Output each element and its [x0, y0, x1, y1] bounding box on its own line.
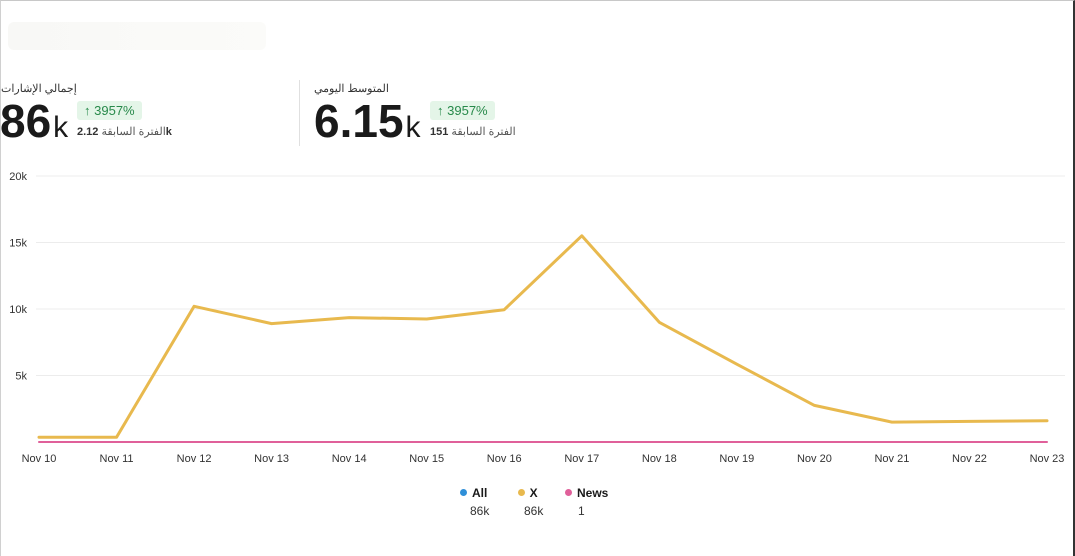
x-tick-label: Nov 20	[797, 453, 832, 465]
change-badge: ↑ 3957%	[430, 101, 495, 120]
x-tick-label: Nov 13	[254, 453, 289, 465]
x-tick-label: Nov 14	[332, 453, 367, 465]
arrow-up-icon: ↑	[437, 103, 444, 118]
x-tick-label: Nov 16	[487, 453, 522, 465]
x-tick-label: Nov 10	[22, 453, 57, 465]
legend-count: 86k	[470, 504, 490, 518]
legend-item-x[interactable]: X 86k	[512, 486, 543, 518]
legend-count: 1	[578, 504, 585, 518]
dot-icon	[517, 489, 525, 496]
legend-item-news[interactable]: News 1	[565, 486, 608, 518]
mentions-line-chart: 20k 15k 10k 5k Nov 10 Nov 11 Nov 12 Nov 13 Nov 1…	[9, 171, 1065, 465]
x-tick-label: Nov 11	[100, 453, 134, 465]
stats-divider	[299, 80, 300, 146]
x-tick-label: Nov 15	[409, 453, 444, 465]
stat-value: 6.15k	[314, 95, 421, 147]
x-tick-label: Nov 22	[952, 453, 987, 465]
y-tick-label: 20k	[9, 171, 27, 183]
change-badge: ↑ 3957%	[77, 101, 142, 120]
blurred-header	[8, 22, 266, 50]
series-line-x	[37, 234, 1049, 439]
x-tick-label: Nov 12	[177, 453, 212, 465]
x-tick-label: Nov 21	[874, 453, 909, 465]
x-tick-label: Nov 17	[564, 453, 599, 465]
x-tick-label: Nov 23	[1030, 453, 1065, 465]
y-tick-label: 10k	[9, 304, 27, 316]
dot-icon	[565, 489, 572, 496]
stat-label: إجمالي الإشارات	[1, 83, 77, 95]
stat-value: 86k	[0, 95, 69, 147]
x-tick-label: Nov 19	[719, 453, 754, 465]
stat-unit: k	[405, 111, 421, 144]
y-tick-label: 5k	[15, 371, 27, 383]
stat-unit: k	[53, 111, 69, 144]
legend-count: 86k	[524, 504, 544, 518]
stat-label: المتوسط اليومي	[314, 83, 389, 95]
legend-item-all[interactable]: All 86k	[458, 486, 489, 518]
dot-icon	[460, 489, 467, 496]
y-tick-label: 15k	[9, 238, 27, 250]
previous-period: 2.12 الفترة السابقةk	[77, 126, 172, 138]
arrow-up-icon: ↑	[84, 103, 91, 118]
x-tick-label: Nov 18	[642, 453, 677, 465]
previous-period: 151 الفترة السابقة	[430, 126, 516, 138]
